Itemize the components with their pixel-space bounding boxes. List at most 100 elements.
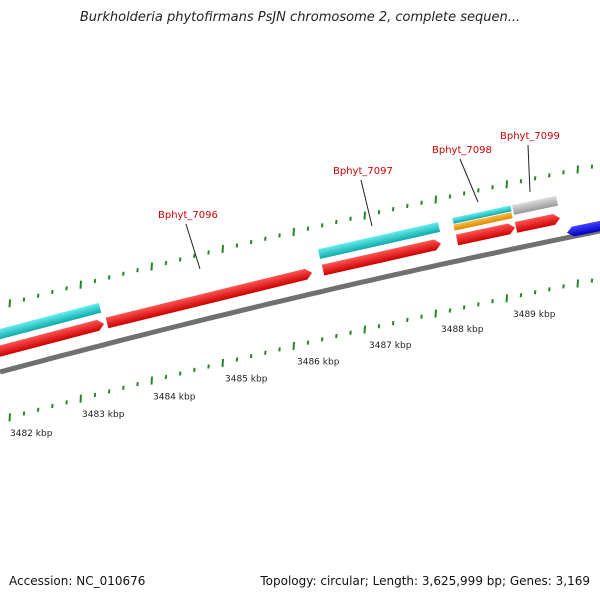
inner-tick xyxy=(249,353,253,359)
outer-tick xyxy=(93,278,97,284)
inner-tick xyxy=(505,294,508,303)
summary-text: Topology: circular; Length: 3,625,999 bp… xyxy=(260,574,590,588)
inner-tick xyxy=(65,400,68,405)
inner-tick xyxy=(420,314,423,319)
inner-tick xyxy=(164,374,168,380)
inner-tick xyxy=(363,325,366,334)
outer-tick xyxy=(164,260,168,266)
inner-tick xyxy=(22,411,26,416)
cds-arrow xyxy=(514,214,561,233)
outer-tick xyxy=(249,239,253,245)
inner-tick xyxy=(36,407,40,412)
feature-track xyxy=(0,195,600,375)
misc-feature-box xyxy=(453,212,513,231)
outer-tick xyxy=(576,165,579,174)
inner-tick xyxy=(519,293,523,298)
gene-label-bphyt_7098: Bphyt_7098 xyxy=(432,145,492,156)
inner-tick xyxy=(178,371,182,376)
outer-tick xyxy=(79,280,82,289)
backbone-line xyxy=(0,228,600,375)
outer-tick xyxy=(235,243,239,248)
kbp-label: 3483 kbp xyxy=(82,410,125,420)
inner-tick-track xyxy=(8,278,594,422)
outer-tick xyxy=(377,210,381,215)
outer-tick xyxy=(136,267,139,273)
outer-tick xyxy=(519,179,523,184)
inner-tick xyxy=(51,403,54,409)
outer-tick xyxy=(533,176,537,181)
inner-tick xyxy=(79,394,82,403)
outer-tick xyxy=(22,297,26,302)
gene-box xyxy=(317,222,441,259)
outer-tick xyxy=(264,236,267,241)
inner-tick xyxy=(235,357,239,362)
gene-label-bphyt_7096: Bphyt_7096 xyxy=(158,210,218,221)
cds-arrow xyxy=(105,268,313,329)
map-title: Burkholderia phytofirmans PsJN chromosom… xyxy=(79,10,521,25)
gene-label-leader xyxy=(185,223,201,270)
inner-tick xyxy=(533,290,537,295)
outer-tick xyxy=(178,257,182,262)
inner-tick xyxy=(448,308,452,313)
accession-text: Accession: NC_010676 xyxy=(9,574,146,588)
cds-arrow xyxy=(321,239,441,276)
inner-tick xyxy=(278,347,281,352)
outer-tick xyxy=(65,286,68,291)
inner-tick xyxy=(207,364,210,369)
gene-box xyxy=(0,302,102,341)
inner-tick xyxy=(93,392,97,398)
outer-tick-track xyxy=(8,164,594,308)
inner-tick xyxy=(306,340,310,345)
inner-tick xyxy=(349,330,352,335)
outer-tick xyxy=(193,253,196,259)
outer-tick xyxy=(207,250,210,255)
kbp-label: 3488 kbp xyxy=(441,325,484,335)
inner-tick xyxy=(8,413,11,422)
gene-label-leader xyxy=(459,158,479,203)
outer-tick xyxy=(505,180,508,189)
outer-tick xyxy=(548,173,551,178)
inner-tick xyxy=(576,279,579,288)
kbp-label: 3487 kbp xyxy=(369,341,412,351)
gene-label-bphyt_7097: Bphyt_7097 xyxy=(333,166,393,177)
inner-tick xyxy=(491,299,494,304)
outer-tick xyxy=(590,164,594,169)
outer-tick xyxy=(51,289,54,295)
outer-tick xyxy=(462,191,466,196)
outer-tick xyxy=(391,206,395,212)
outer-tick xyxy=(292,227,295,237)
label-layer: 3482 kbp 3483 kbp 3484 kbp 3485 kbp 3486 kbp… xyxy=(10,131,560,439)
inner-tick xyxy=(548,287,551,292)
inner-tick xyxy=(136,381,139,387)
inner-tick xyxy=(335,333,338,339)
gene-box xyxy=(452,205,512,224)
outer-tick xyxy=(363,211,366,220)
inner-tick xyxy=(292,341,295,351)
outer-tick xyxy=(335,219,338,225)
grey-feature-box xyxy=(511,195,559,215)
outer-tick xyxy=(420,200,423,205)
gene-label-leader xyxy=(360,179,373,227)
inner-tick xyxy=(193,367,196,373)
outer-tick xyxy=(107,275,111,280)
outer-tick xyxy=(8,299,11,308)
inner-tick xyxy=(391,320,395,326)
outer-tick xyxy=(221,244,224,254)
kbp-label: 3484 kbp xyxy=(153,392,196,402)
outer-tick xyxy=(477,188,480,193)
kbp-label: 3482 kbp xyxy=(10,429,53,439)
inner-tick xyxy=(107,389,111,394)
inner-tick xyxy=(377,324,381,329)
inner-tick xyxy=(221,358,224,368)
cds-arrow xyxy=(0,319,104,358)
outer-tick xyxy=(122,271,125,276)
outer-tick xyxy=(434,195,437,204)
inner-tick xyxy=(406,317,409,323)
outer-tick xyxy=(491,185,494,190)
outer-tick xyxy=(406,203,409,209)
gene-label-leader xyxy=(527,144,531,193)
outer-tick xyxy=(278,233,281,238)
cds-arrow xyxy=(455,223,516,246)
gene-label-bphyt_7099: Bphyt_7099 xyxy=(500,131,560,142)
